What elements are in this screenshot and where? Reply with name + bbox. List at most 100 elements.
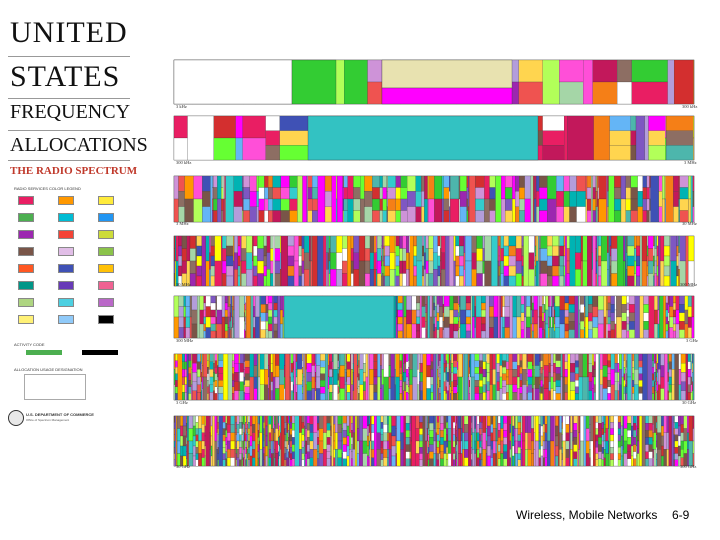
- spectrum-band: [569, 415, 571, 467]
- spectrum-band: [384, 255, 391, 267]
- spectrum-band: [550, 376, 554, 389]
- spectrum-band: [563, 265, 566, 277]
- spectrum-band: [409, 235, 414, 287]
- spectrum-band: [201, 432, 205, 442]
- spectrum-band: [397, 330, 403, 339]
- spectrum-band: [408, 380, 410, 387]
- spectrum-band: [579, 449, 581, 467]
- spectrum-band: [626, 360, 628, 368]
- spectrum-band: [654, 295, 658, 311]
- spectrum-band: [248, 459, 250, 467]
- spectrum-band: [196, 255, 202, 267]
- spectrum-band: [204, 435, 206, 447]
- spectrum-band: [469, 175, 476, 223]
- spectrum-band: [286, 424, 289, 433]
- spectrum-band: [469, 376, 472, 401]
- spectrum-band: [593, 392, 596, 401]
- spectrum-band: [663, 432, 667, 450]
- spectrum-band: [359, 369, 364, 385]
- spectrum-band: [526, 306, 531, 318]
- spectrum-band: [259, 384, 265, 401]
- spectrum-band: [458, 321, 460, 330]
- spectrum-band: [175, 235, 179, 262]
- spectrum-band: [521, 235, 524, 247]
- spectrum-band: [387, 415, 389, 425]
- spectrum-band: [327, 269, 329, 287]
- spectrum-band: [515, 273, 522, 287]
- spectrum-band: [655, 369, 658, 378]
- spectrum-band: [534, 365, 540, 378]
- spectrum-band: [294, 415, 300, 467]
- spectrum-band: [518, 81, 543, 105]
- spectrum-band: [196, 390, 198, 401]
- spectrum-band: [238, 363, 240, 373]
- spectrum-band: [415, 428, 420, 442]
- spectrum-band: [617, 81, 632, 105]
- spectrum-band: [562, 415, 566, 442]
- spectrum-band: [238, 372, 240, 382]
- spectrum-band: [345, 372, 347, 382]
- spectrum-band: [540, 248, 548, 262]
- spectrum-band: [224, 302, 228, 311]
- spectrum-band: [306, 437, 310, 445]
- spectrum-band: [485, 392, 487, 401]
- spectrum-band: [239, 428, 242, 435]
- spectrum-band: [197, 361, 201, 370]
- spectrum-band: [565, 432, 570, 442]
- spectrum-band: [487, 455, 491, 467]
- spectrum-band: [589, 440, 591, 450]
- spectrum-band: [426, 453, 428, 467]
- spectrum-band: [451, 372, 454, 382]
- spectrum-band: [617, 453, 622, 460]
- spectrum-band: [243, 210, 251, 223]
- spectrum-band: [353, 210, 361, 223]
- spectrum-band: [446, 390, 450, 401]
- spectrum-band: [482, 369, 486, 378]
- spectrum-band: [616, 316, 622, 339]
- spectrum-band: [382, 260, 384, 274]
- spectrum-band: [244, 380, 250, 387]
- spectrum-band: [428, 198, 435, 223]
- spectrum-band: [241, 440, 243, 448]
- spectrum-band: [400, 198, 408, 211]
- spectrum-band: [289, 440, 293, 448]
- spectrum-band: [492, 384, 496, 401]
- spectrum-band: [553, 316, 556, 325]
- spectrum-band: [632, 367, 635, 374]
- spectrum-band: [217, 388, 219, 401]
- spectrum-band: [570, 415, 573, 433]
- spectrum-band: [445, 235, 450, 287]
- spectrum-band: [239, 459, 242, 467]
- spectrum-band: [201, 353, 203, 364]
- spectrum-band: [489, 316, 494, 328]
- spectrum-band: [266, 269, 271, 287]
- spectrum-band: [292, 369, 295, 378]
- spectrum-band: [302, 360, 304, 368]
- spectrum-band: [646, 187, 650, 200]
- spectrum-band: [383, 457, 388, 467]
- spectrum-band: [255, 415, 258, 467]
- spectrum-band: [517, 434, 521, 442]
- spectrum-band: [436, 304, 440, 313]
- spectrum-band: [570, 381, 576, 391]
- spectrum-band: [560, 353, 563, 378]
- spectrum-band: [353, 353, 358, 401]
- spectrum-band: [314, 353, 317, 364]
- spectrum-band: [329, 361, 333, 370]
- spectrum-band: [252, 306, 256, 318]
- spectrum-band: [564, 309, 569, 318]
- spectrum-band: [294, 260, 299, 287]
- spectrum-band: [654, 363, 657, 373]
- spectrum-band: [333, 424, 336, 433]
- spectrum-band: [425, 329, 427, 339]
- spectrum-band: [406, 235, 410, 253]
- spectrum-band: [471, 434, 473, 442]
- spectrum-band: [249, 353, 254, 378]
- spectrum-band: [268, 415, 272, 425]
- spectrum-band: [468, 360, 471, 368]
- spectrum-band: [216, 323, 223, 339]
- spectrum-band: [214, 235, 222, 262]
- spectrum-band: [550, 388, 554, 401]
- spectrum-band: [539, 376, 541, 385]
- spectrum-band: [526, 295, 531, 307]
